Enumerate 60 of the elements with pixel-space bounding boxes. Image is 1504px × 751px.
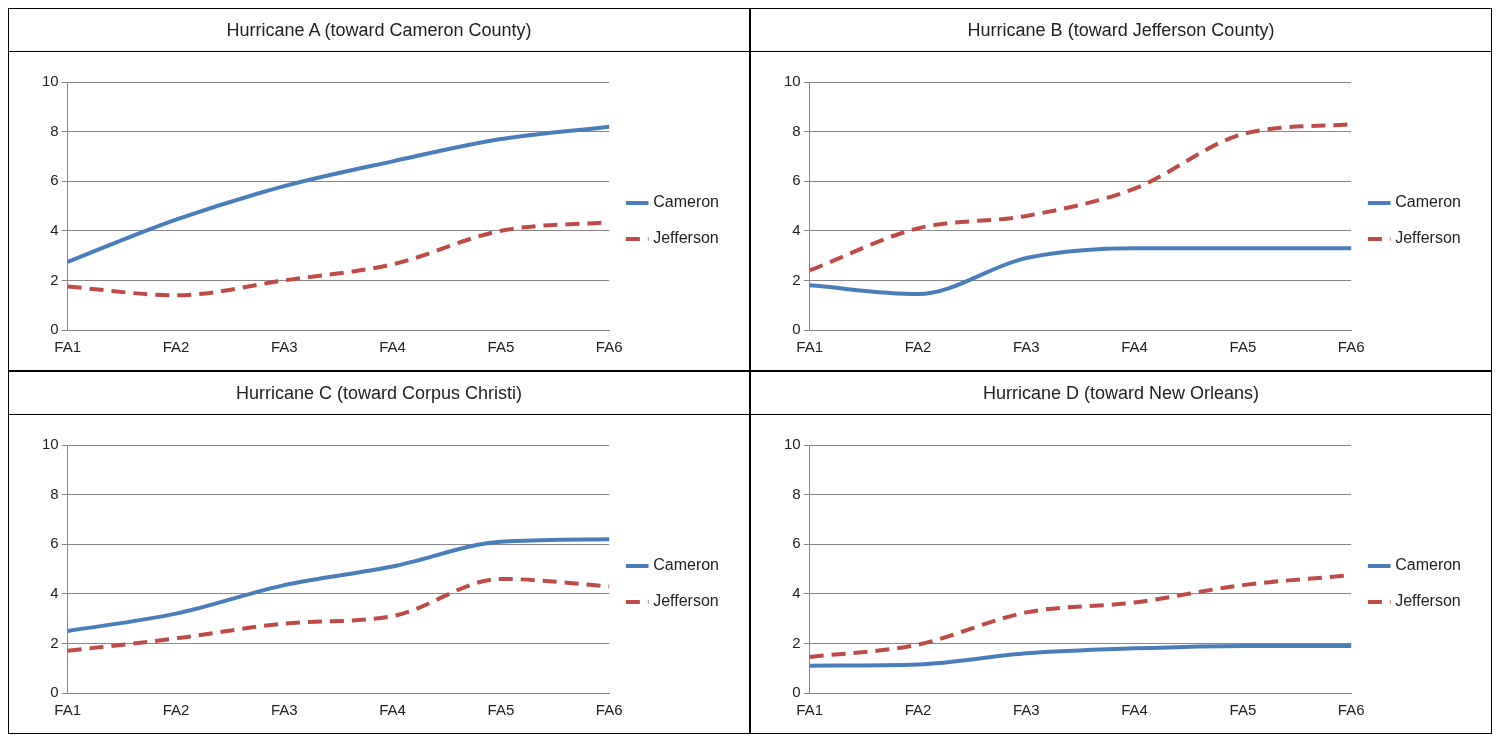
legend-label: Cameron — [653, 193, 720, 211]
x-tick-label: FA2 — [162, 338, 190, 356]
y-tick-label: 2 — [50, 633, 59, 651]
chart-title: Hurricane B (toward Jefferson County) — [751, 9, 1491, 52]
x-tick-label: FA1 — [54, 338, 82, 356]
x-tick-label: FA2 — [904, 701, 932, 719]
x-tick-label: FA2 — [904, 338, 932, 356]
y-tick-label: 8 — [792, 121, 801, 139]
chart-title: Hurricane C (toward Corpus Christi) — [9, 372, 749, 415]
y-tick-label: 8 — [50, 121, 59, 139]
chart-title: Hurricane D (toward New Orleans) — [751, 372, 1491, 415]
y-tick-label: 10 — [42, 72, 59, 90]
x-tick-label: FA4 — [379, 338, 406, 356]
y-tick-label: 2 — [50, 270, 59, 288]
x-tick-label: FA5 — [487, 338, 515, 356]
y-tick-label: 10 — [784, 435, 801, 453]
x-tick-label: FA3 — [270, 338, 298, 356]
x-tick-label: FA5 — [1229, 338, 1257, 356]
y-tick-label: 6 — [792, 534, 801, 552]
y-tick-label: 0 — [50, 683, 59, 701]
x-tick-label: FA6 — [1337, 701, 1365, 719]
x-tick-label: FA1 — [796, 701, 824, 719]
chart-title: Hurricane A (toward Cameron County) — [9, 9, 749, 52]
y-tick-label: 6 — [50, 171, 59, 189]
y-tick-label: 10 — [42, 435, 59, 453]
legend-label: Cameron — [1395, 193, 1462, 211]
y-tick-label: 0 — [792, 683, 801, 701]
legend-label: Cameron — [653, 556, 720, 574]
x-tick-label: FA6 — [595, 701, 623, 719]
x-tick-label: FA3 — [1012, 701, 1040, 719]
y-tick-label: 4 — [50, 220, 59, 238]
legend-label: Jefferson — [653, 229, 719, 247]
y-tick-label: 10 — [784, 72, 801, 90]
y-tick-label: 4 — [792, 220, 801, 238]
x-tick-label: FA4 — [1121, 338, 1148, 356]
y-tick-label: 8 — [792, 484, 801, 502]
x-tick-label: FA4 — [379, 701, 406, 719]
legend-label: Jefferson — [653, 592, 719, 610]
y-tick-label: 6 — [50, 534, 59, 552]
legend-label: Jefferson — [1395, 229, 1461, 247]
y-tick-label: 2 — [792, 270, 801, 288]
x-tick-label: FA6 — [595, 338, 623, 356]
y-tick-label: 8 — [50, 484, 59, 502]
y-tick-label: 4 — [792, 583, 801, 601]
x-tick-label: FA3 — [270, 701, 298, 719]
x-tick-label: FA5 — [1229, 701, 1257, 719]
legend-label: Cameron — [1395, 556, 1462, 574]
x-tick-label: FA1 — [796, 338, 824, 356]
legend-label: Jefferson — [1395, 592, 1461, 610]
x-tick-label: FA1 — [54, 701, 82, 719]
y-tick-label: 4 — [50, 583, 59, 601]
x-tick-label: FA4 — [1121, 701, 1148, 719]
y-tick-label: 0 — [50, 320, 59, 338]
y-tick-label: 6 — [792, 171, 801, 189]
x-tick-label: FA3 — [1012, 338, 1040, 356]
y-tick-label: 0 — [792, 320, 801, 338]
x-tick-label: FA5 — [487, 701, 515, 719]
x-tick-label: FA2 — [162, 701, 190, 719]
y-tick-label: 2 — [792, 633, 801, 651]
x-tick-label: FA6 — [1337, 338, 1365, 356]
